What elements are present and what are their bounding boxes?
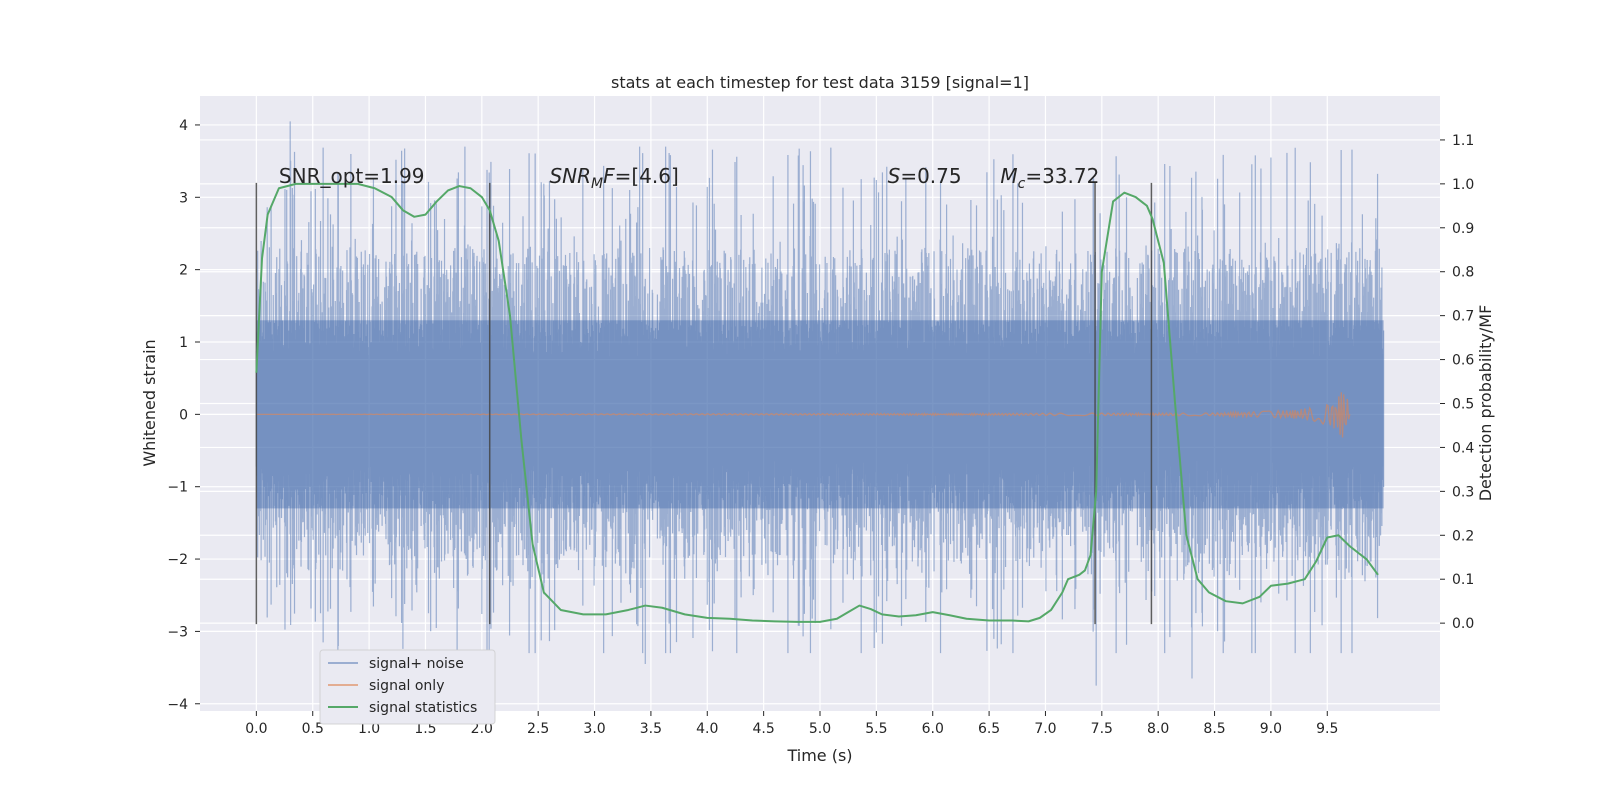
y-tick-right-label-1: 0.1: [1452, 572, 1474, 588]
y-tick-label-7: 3: [179, 190, 188, 206]
x-tick-label-17: 8.5: [1203, 721, 1225, 737]
y-ticks-left: −4 −3 −2 −1 0 1 2 3 4: [167, 118, 200, 713]
y-tick-right-label-6: 0.6: [1452, 353, 1474, 369]
annotation-3: Mc=33.72: [1000, 164, 1099, 192]
y-tick-right-label-4: 0.4: [1452, 440, 1474, 456]
signal-statistics-line: [255, 182, 1379, 623]
legend-label-signal-only: signal only: [369, 678, 444, 694]
y-tick-label-0: −4: [167, 697, 188, 713]
x-tick-label-9: 4.5: [753, 721, 775, 737]
x-tick-label-16: 8.0: [1147, 721, 1169, 737]
y-tick-label-5: 1: [179, 335, 188, 351]
x-tick-label-7: 3.5: [640, 721, 662, 737]
y-tick-right-label-0: 0.0: [1452, 616, 1474, 632]
x-tick-label-1: 0.5: [302, 721, 324, 737]
x-tick-label-3: 1.5: [414, 721, 436, 737]
x-tick-label-11: 5.5: [865, 721, 887, 737]
y-tick-right-label-5: 0.5: [1452, 397, 1474, 413]
y-tick-right-label-3: 0.3: [1452, 484, 1474, 500]
y-tick-label-4: 0: [179, 407, 188, 423]
x-tick-label-4: 2.0: [471, 721, 493, 737]
x-tick-label-6: 3.0: [583, 721, 605, 737]
x-axis-label: Time (s): [786, 746, 852, 765]
annotations: SNR_opt=1.99 SNRMF=[4.6] S=0.75 Mc=33.72: [279, 164, 1099, 192]
x-tick-label-14: 7.0: [1034, 721, 1056, 737]
legend-box: [319, 649, 496, 725]
vertical-markers: [255, 182, 1153, 625]
chart-title: stats at each timestep for test data 315…: [611, 73, 1029, 92]
legend-label-signal-statistics: signal statistics: [369, 700, 477, 716]
annotation-1: SNRMF=[4.6]: [549, 164, 678, 192]
y-tick-label-8: 4: [179, 118, 188, 134]
y-tick-right-label-10: 1.0: [1452, 177, 1474, 193]
y-tick-right-label-8: 0.8: [1452, 265, 1474, 281]
x-tick-label-12: 6.0: [922, 721, 944, 737]
legend-label-signal-noise: signal+ noise: [369, 656, 464, 672]
x-tick-label-15: 7.5: [1091, 721, 1113, 737]
y-tick-right-label-7: 0.7: [1452, 309, 1474, 325]
y-tick-label-6: 2: [179, 263, 188, 279]
y-tick-label-2: −2: [167, 552, 188, 568]
legend: signal+ noise signal only signal statist…: [319, 649, 496, 725]
x-tick-label-18: 9.0: [1260, 721, 1282, 737]
x-tick-label-10: 5.0: [809, 721, 831, 737]
x-tick-label-13: 6.5: [978, 721, 1000, 737]
x-tick-label-2: 1.0: [358, 721, 380, 737]
x-tick-label-0: 0.0: [245, 721, 267, 737]
x-tick-label-8: 4.0: [696, 721, 718, 737]
annotation-2: S=0.75: [888, 164, 962, 188]
y-tick-label-3: −1: [167, 480, 188, 496]
y-tick-right-label-9: 0.9: [1452, 221, 1474, 237]
y-ticks-right: 0.0 0.1 0.2 0.3 0.4 0.5 0.6 0.7 0.8 0.9 1.0 1.1: [1440, 133, 1474, 632]
x-tick-label-19: 9.5: [1316, 721, 1338, 737]
x-tick-label-5: 2.5: [527, 721, 549, 737]
y-tick-label-1: −3: [167, 624, 188, 640]
y-tick-right-label-11: 1.1: [1452, 133, 1474, 149]
series-signal-only: [256, 392, 1351, 438]
y-axis-label-right: Detection probability/MF: [1476, 305, 1495, 502]
x-ticks: 0.0 0.5 1.0 1.5 2.0 2.5 3.0 3.5 4.0 4.5 5.0 5.5 6.0 6…: [245, 711, 1338, 737]
annotation-0: SNR_opt=1.99: [279, 164, 425, 188]
signal-only-line: [256, 392, 1351, 438]
y-tick-right-label-2: 0.2: [1452, 528, 1474, 544]
y-axis-label: Whitened strain: [140, 339, 159, 466]
series-signal-statistics: [255, 182, 1379, 623]
